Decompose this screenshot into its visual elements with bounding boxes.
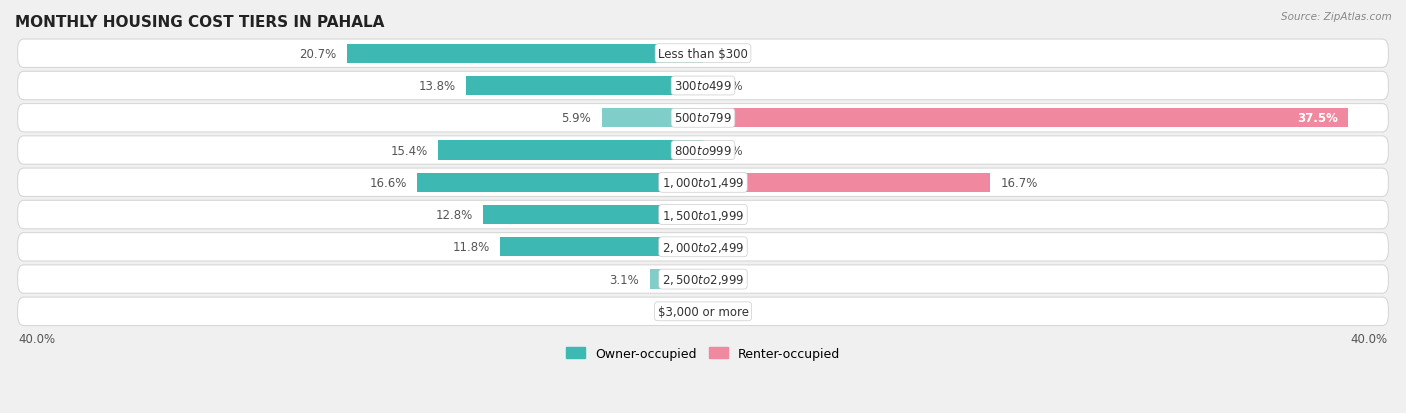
Text: $1,000 to $1,499: $1,000 to $1,499 bbox=[662, 176, 744, 190]
Text: 0.0%: 0.0% bbox=[713, 273, 742, 286]
Text: 3.1%: 3.1% bbox=[610, 273, 640, 286]
Text: Less than $300: Less than $300 bbox=[658, 47, 748, 61]
Text: 5.9%: 5.9% bbox=[561, 112, 591, 125]
Text: 0.0%: 0.0% bbox=[664, 305, 693, 318]
Text: 20.7%: 20.7% bbox=[299, 47, 336, 61]
FancyBboxPatch shape bbox=[18, 137, 1388, 165]
Text: $2,500 to $2,999: $2,500 to $2,999 bbox=[662, 273, 744, 286]
Text: 12.8%: 12.8% bbox=[436, 209, 472, 221]
Bar bbox=[482, 205, 703, 225]
Text: $300 to $499: $300 to $499 bbox=[673, 80, 733, 93]
Bar bbox=[501, 237, 703, 257]
Text: 0.0%: 0.0% bbox=[713, 209, 742, 221]
FancyBboxPatch shape bbox=[18, 201, 1388, 229]
Text: MONTHLY HOUSING COST TIERS IN PAHALA: MONTHLY HOUSING COST TIERS IN PAHALA bbox=[15, 15, 384, 30]
FancyBboxPatch shape bbox=[18, 265, 1388, 294]
Text: $800 to $999: $800 to $999 bbox=[673, 144, 733, 157]
Bar bbox=[418, 173, 703, 192]
Text: 16.7%: 16.7% bbox=[1001, 176, 1038, 189]
Text: $1,500 to $1,999: $1,500 to $1,999 bbox=[662, 208, 744, 222]
Bar bbox=[650, 270, 703, 289]
Bar bbox=[602, 109, 703, 128]
Text: 37.5%: 37.5% bbox=[1296, 112, 1337, 125]
Text: $500 to $799: $500 to $799 bbox=[673, 112, 733, 125]
FancyBboxPatch shape bbox=[18, 169, 1388, 197]
Text: 13.8%: 13.8% bbox=[418, 80, 456, 93]
Text: 0.0%: 0.0% bbox=[713, 241, 742, 254]
FancyBboxPatch shape bbox=[18, 72, 1388, 100]
Bar bbox=[465, 77, 703, 96]
Text: $3,000 or more: $3,000 or more bbox=[658, 305, 748, 318]
Text: $2,000 to $2,499: $2,000 to $2,499 bbox=[662, 240, 744, 254]
FancyBboxPatch shape bbox=[18, 233, 1388, 261]
Text: 16.6%: 16.6% bbox=[370, 176, 408, 189]
FancyBboxPatch shape bbox=[18, 104, 1388, 133]
Text: 40.0%: 40.0% bbox=[18, 332, 56, 345]
Text: 40.0%: 40.0% bbox=[1350, 332, 1388, 345]
FancyBboxPatch shape bbox=[18, 40, 1388, 68]
FancyBboxPatch shape bbox=[18, 297, 1388, 326]
Bar bbox=[703, 109, 1348, 128]
Bar bbox=[439, 141, 703, 160]
Legend: Owner-occupied, Renter-occupied: Owner-occupied, Renter-occupied bbox=[561, 342, 845, 365]
Bar bbox=[347, 45, 703, 64]
Text: 0.0%: 0.0% bbox=[713, 47, 742, 61]
Text: 0.0%: 0.0% bbox=[713, 305, 742, 318]
Bar bbox=[703, 173, 990, 192]
Text: 0.0%: 0.0% bbox=[713, 80, 742, 93]
Text: Source: ZipAtlas.com: Source: ZipAtlas.com bbox=[1281, 12, 1392, 22]
Text: 15.4%: 15.4% bbox=[391, 144, 427, 157]
Text: 0.0%: 0.0% bbox=[713, 144, 742, 157]
Text: 11.8%: 11.8% bbox=[453, 241, 489, 254]
